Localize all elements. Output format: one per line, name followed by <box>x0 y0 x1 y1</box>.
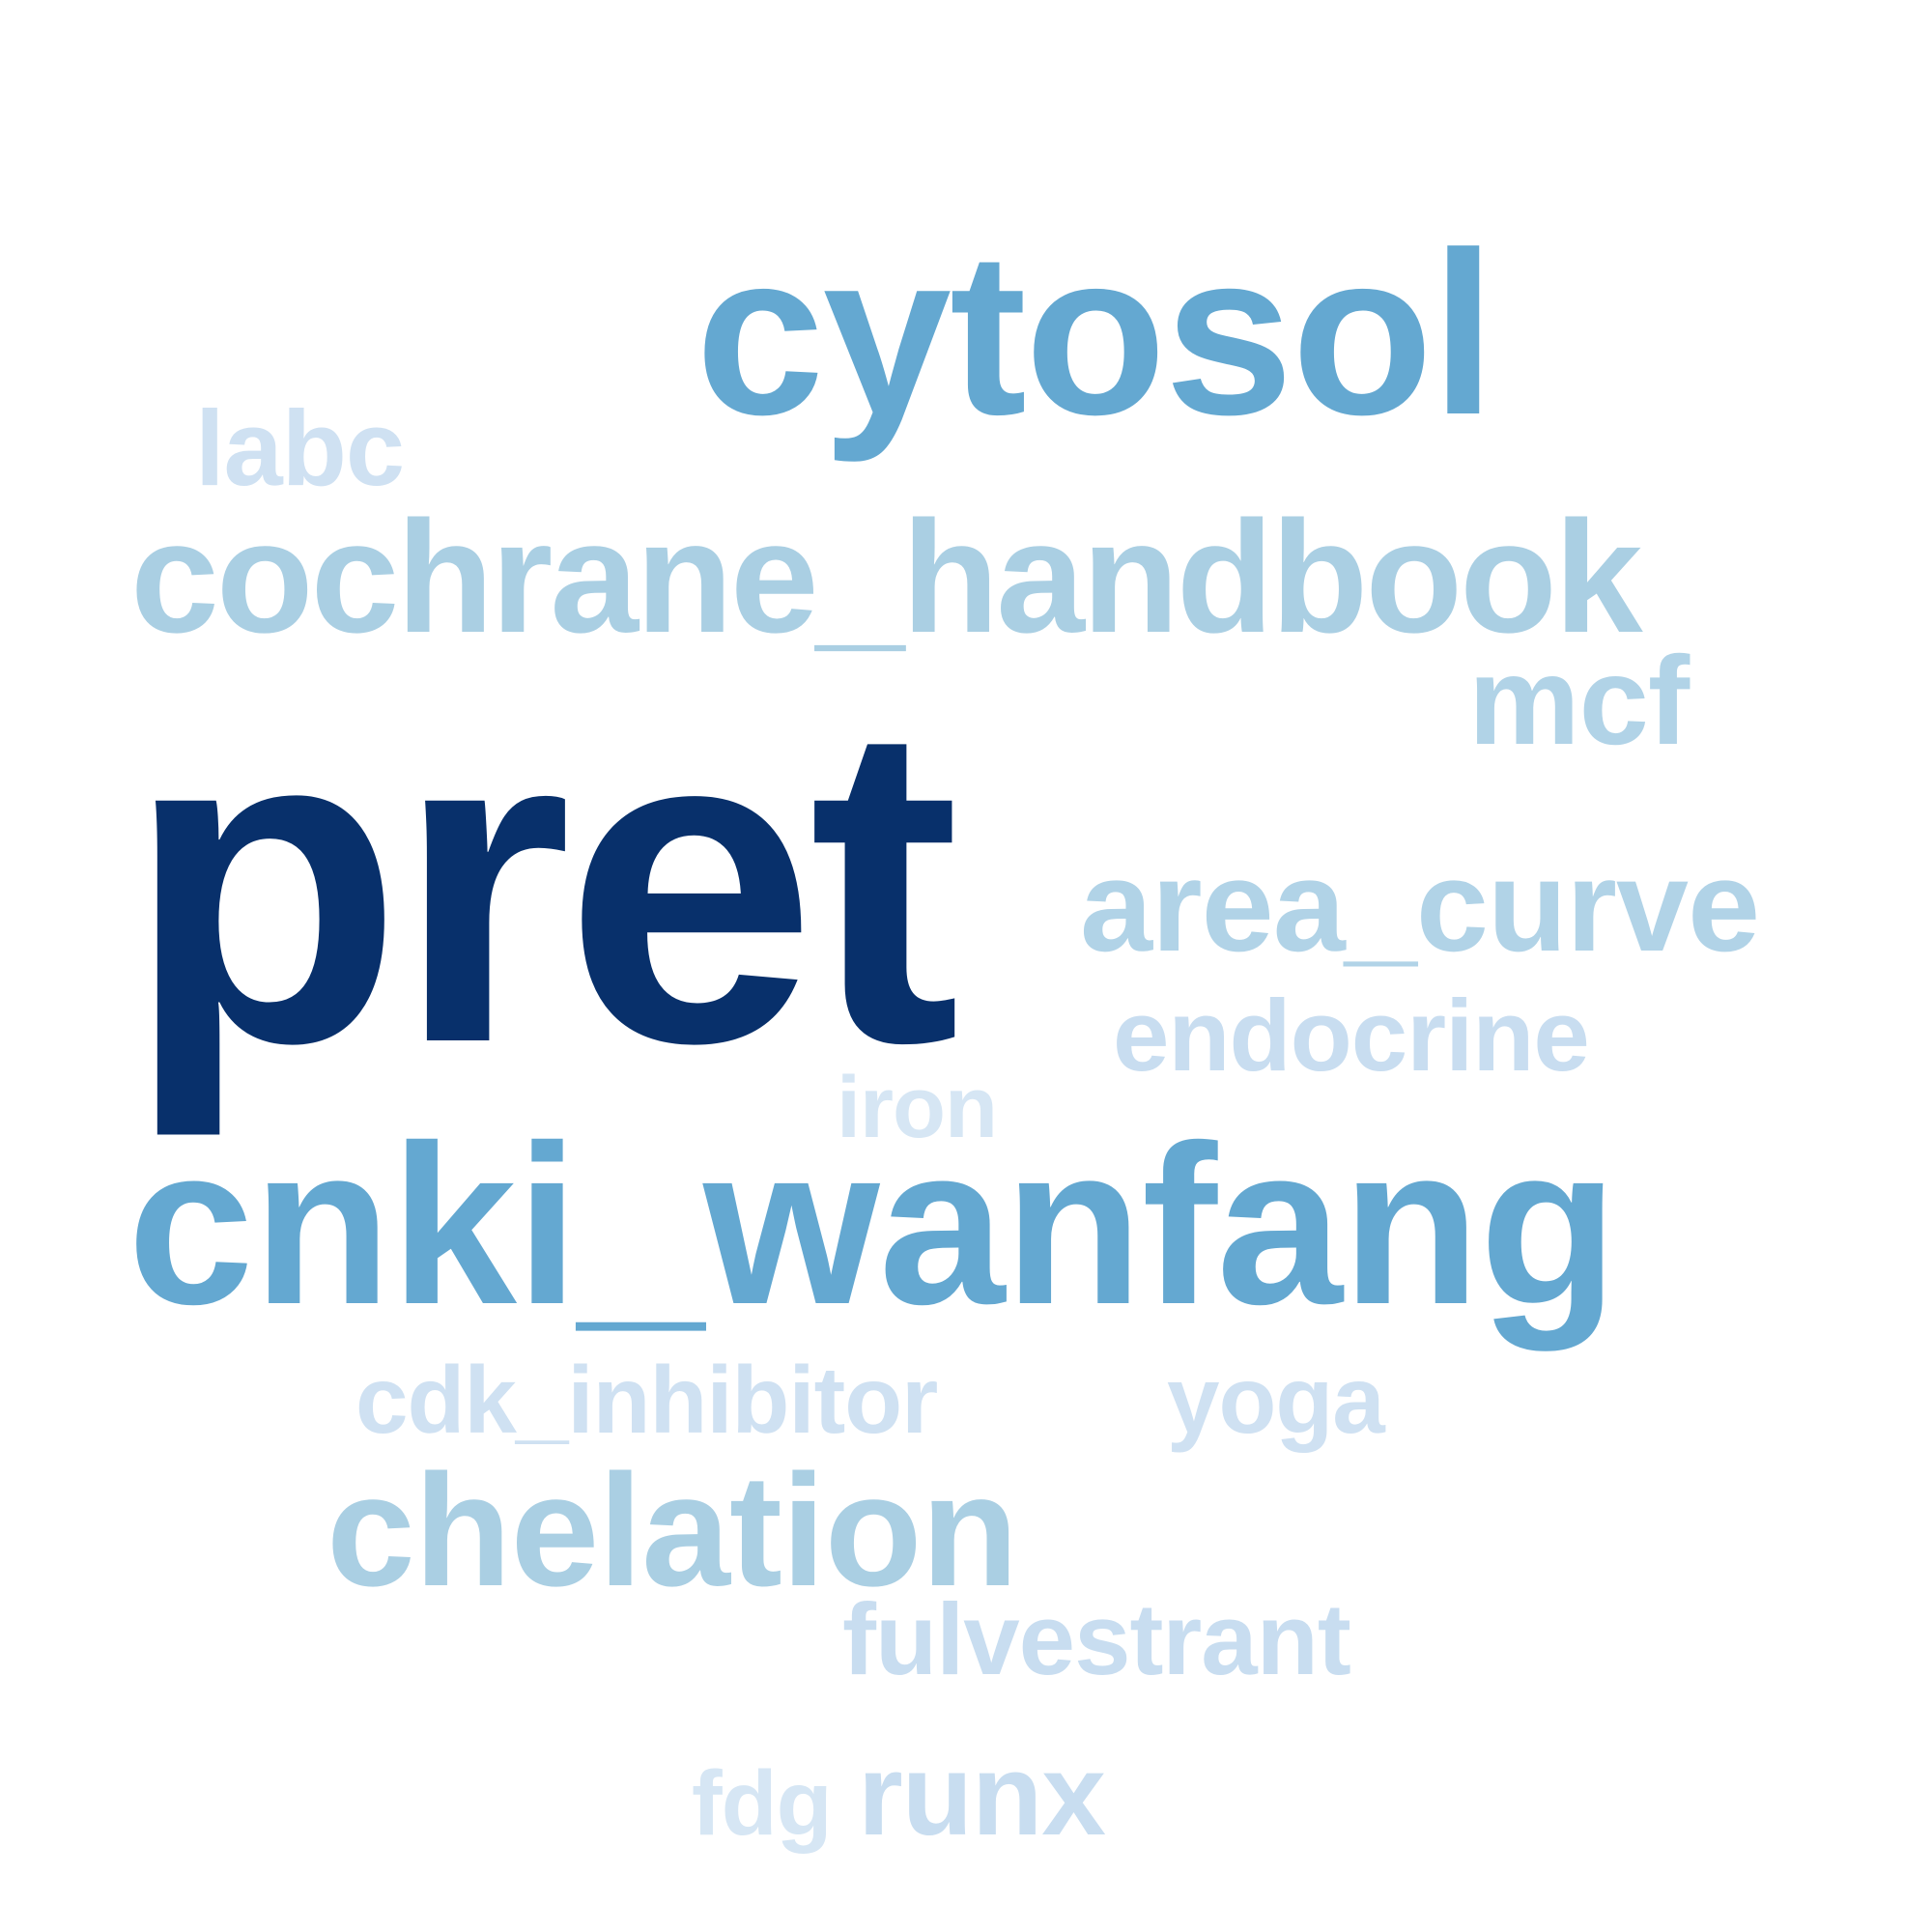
word-cytosol: cytosol <box>696 204 1495 463</box>
word-labc: labc <box>195 389 405 508</box>
word-fdg: fdg <box>692 1752 833 1855</box>
word-yoga: yoga <box>1167 1347 1385 1453</box>
word-cnki-wanfang: cnki_wanfang <box>128 1097 1618 1351</box>
word-mcf: mcf <box>1468 630 1690 771</box>
word-chelation: chelation <box>327 1441 1018 1619</box>
word-area-curve: area_curve <box>1080 833 1760 979</box>
word-cochrane-handbook: cochrane_handbook <box>130 488 1643 666</box>
word-fulvestrant: fulvestrant <box>842 1583 1351 1696</box>
word-pret: pret <box>126 630 960 1137</box>
word-cdk-inhibitor: cdk_inhibitor <box>355 1347 938 1453</box>
word-endocrine: endocrine <box>1113 980 1590 1093</box>
word-iron: iron <box>837 1060 998 1156</box>
word-runx: runx <box>858 1730 1106 1860</box>
